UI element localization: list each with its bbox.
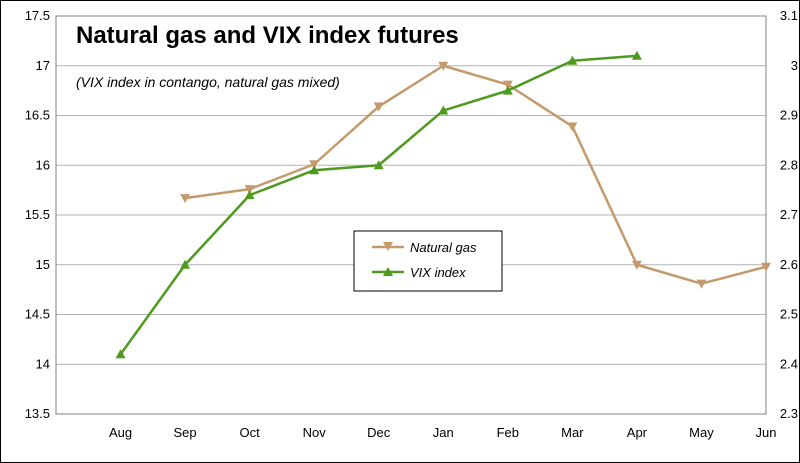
x-axis-tick-label: Aug [109, 425, 132, 440]
x-axis-tick-label: Sep [174, 425, 197, 440]
data-point-natural-gas [244, 185, 255, 195]
data-point-natural-gas [373, 102, 384, 112]
series-line-natural-gas [184, 64, 767, 285]
data-point-natural-gas [631, 260, 642, 270]
data-point-natural-gas [180, 194, 191, 204]
left-axis-tick-label: 17 [36, 58, 50, 73]
x-axis-tick-label: Nov [303, 425, 327, 440]
x-axis-tick-label: Feb [497, 425, 519, 440]
x-axis-tick-label: Oct [240, 425, 261, 440]
right-axis-ticks: 2.3 2.4 2.5 2.6 2.7 2.8 2.9 3 3.1 [780, 8, 798, 421]
legend-vix-marker [383, 267, 393, 276]
data-point-natural-gas [696, 279, 707, 289]
data-point-natural-gas [438, 61, 449, 71]
series-line-vix [119, 54, 638, 356]
plot-area-border [55, 15, 767, 415]
data-point-natural-gas [309, 160, 320, 170]
left-axis-tick-label: 13.5 [25, 406, 50, 421]
x-axis-tick-label: Jan [433, 425, 454, 440]
right-axis-tick-label: 2.6 [780, 257, 798, 272]
right-axis-tick-label: 2.9 [780, 108, 798, 123]
data-point-natural-gas [502, 80, 513, 90]
right-axis-tick-label: 3 [791, 58, 798, 73]
left-axis-tick-label: 14.5 [25, 307, 50, 322]
data-point-natural-gas [567, 122, 578, 132]
chart-title: Natural gas and VIX index futures [76, 22, 459, 49]
series-layer [115, 50, 771, 359]
legend-vix-label: VIX index [410, 265, 466, 280]
legend-box [353, 230, 503, 292]
left-axis-tick-label: 14 [36, 356, 50, 371]
left-axis-tick-label: 16.5 [25, 108, 50, 123]
data-point-vix [631, 50, 642, 60]
data-point-vix [309, 165, 320, 175]
data-point-vix [438, 105, 449, 115]
data-point-vix [567, 55, 578, 65]
x-axis-tick-label: Jun [756, 425, 777, 440]
legend-natural-gas-label: Natural gas [410, 240, 477, 255]
x-axis-tick-label: Mar [561, 425, 584, 440]
right-axis-tick-label: 2.4 [780, 356, 798, 371]
data-point-vix [115, 349, 126, 359]
left-axis-tick-label: 15 [36, 257, 50, 272]
right-axis-tick-label: 2.5 [780, 307, 798, 322]
left-axis-tick-label: 15.5 [25, 207, 50, 222]
right-axis-tick-label: 2.7 [780, 207, 798, 222]
x-axis-ticks: Aug Sep Oct Nov Dec Jan Feb Mar Apr May Jun [109, 425, 777, 440]
data-point-vix [180, 259, 191, 269]
right-axis-tick-label: 3.1 [780, 8, 798, 23]
left-axis-ticks: 13.5 14 14.5 15 15.5 16 16.5 17 17.5 [25, 8, 50, 421]
data-point-vix [502, 85, 513, 95]
data-point-vix [244, 190, 255, 200]
legend: Natural gas VIX index [353, 230, 503, 292]
x-axis-tick-label: Apr [627, 425, 648, 440]
left-axis-tick-label: 17.5 [25, 8, 50, 23]
legend-natural-gas-marker [383, 242, 393, 251]
chart-subtitle: (VIX index in contango, natural gas mixe… [76, 74, 340, 90]
x-axis-tick-label: Dec [367, 425, 391, 440]
left-axis-tick-label: 16 [36, 157, 50, 172]
data-point-vix [373, 160, 384, 170]
x-axis-tick-label: May [689, 425, 714, 440]
right-axis-tick-label: 2.8 [780, 157, 798, 172]
right-axis-tick-label: 2.3 [780, 406, 798, 421]
data-point-natural-gas [761, 262, 771, 272]
